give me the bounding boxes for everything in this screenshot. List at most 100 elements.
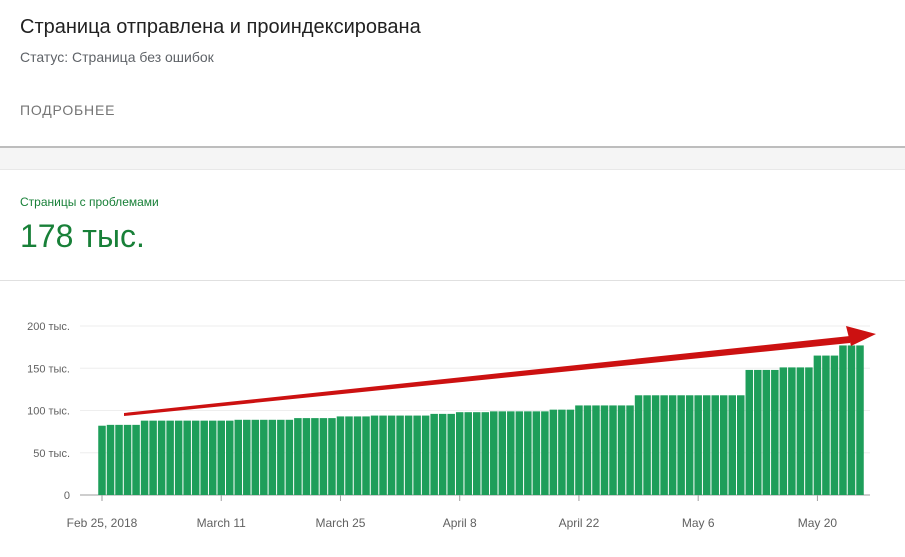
chart-bar <box>626 405 634 495</box>
chart-bar <box>490 411 498 495</box>
chart-bar <box>507 411 515 495</box>
trend-arrow-head <box>846 326 876 346</box>
chart-bar <box>685 395 694 495</box>
page-title: Страница отправлена и проиндексирована <box>20 16 421 38</box>
chart-bar <box>822 355 830 495</box>
chart-bar <box>677 395 685 495</box>
chart-bar <box>694 395 702 495</box>
chart-bar <box>208 420 217 495</box>
chart-bar <box>719 395 728 495</box>
chart-bar <box>643 395 651 495</box>
chart-bar <box>711 395 719 495</box>
chart-bar <box>140 420 149 495</box>
chart-bar <box>277 419 285 495</box>
chart-bar <box>634 395 643 495</box>
chart-bar <box>98 425 106 495</box>
chart-bar <box>447 413 455 495</box>
chart-bar <box>600 405 609 495</box>
chart-bar <box>498 411 507 495</box>
chart-bar <box>549 409 558 495</box>
status-text: Статус: Страница без ошибок <box>20 49 214 65</box>
chart-bar <box>370 415 379 495</box>
chart-bar <box>421 415 430 495</box>
chart-bar <box>660 395 668 495</box>
section-divider <box>0 146 905 170</box>
x-tick-label: March 25 <box>315 516 365 530</box>
chart-bar <box>234 419 243 495</box>
chart-bar <box>200 420 208 495</box>
chart-bar <box>217 420 225 495</box>
chart-bar <box>191 420 200 495</box>
chart-bar <box>481 412 490 495</box>
chart-bar <box>592 405 600 495</box>
chart-bar <box>404 415 413 495</box>
chart-bar <box>149 420 157 495</box>
details-button[interactable]: ПОДРОБНЕЕ <box>20 102 116 118</box>
chart-bar <box>396 415 404 495</box>
chart-bar <box>668 395 677 495</box>
chart-bar <box>183 420 191 495</box>
chart-bar <box>268 419 277 495</box>
chart-bar <box>328 418 336 495</box>
chart-bar <box>515 411 524 495</box>
chart-bar <box>702 395 711 495</box>
chart-bar <box>541 411 549 495</box>
chart-bar <box>813 355 822 495</box>
chart-bar <box>609 405 617 495</box>
x-tick-label: April 8 <box>443 516 477 530</box>
x-tick-label: March 11 <box>197 516 246 530</box>
chart-bar <box>839 345 847 495</box>
chart-bar <box>464 412 472 495</box>
chart-bar <box>779 367 788 495</box>
chart-bar <box>311 418 319 495</box>
chart-bar <box>762 369 771 495</box>
chart-bar <box>575 405 583 495</box>
x-tick-label: May 20 <box>798 516 838 530</box>
metric-label[interactable]: Страницы с проблемами <box>20 195 159 209</box>
y-tick-label: 100 тыс. <box>27 406 70 418</box>
chart-bar <box>243 419 251 495</box>
chart-bar <box>319 418 328 495</box>
chart-bar <box>788 367 796 495</box>
y-tick-label: 0 <box>64 490 70 502</box>
chart-bar <box>583 405 592 495</box>
chart-bar <box>174 420 183 495</box>
y-tick-label: 150 тыс. <box>27 363 70 375</box>
chart-bar <box>115 424 123 495</box>
chart-bar <box>123 424 132 495</box>
chart-bar <box>472 412 481 495</box>
chart-bar <box>413 415 421 495</box>
chart-bar <box>157 420 166 495</box>
chart-bar <box>302 418 311 495</box>
chart-bar <box>745 369 754 495</box>
chart-bar <box>455 412 464 495</box>
chart-bar <box>387 415 396 495</box>
chart-bar <box>856 345 864 495</box>
chart-bar <box>225 420 234 495</box>
chart-bar <box>754 369 762 495</box>
chart-bar <box>285 419 294 495</box>
chart-bar <box>106 424 115 495</box>
chart-bar <box>617 405 626 495</box>
chart-bar <box>737 395 745 495</box>
chart-bar <box>558 409 566 495</box>
chart-bar <box>532 411 541 495</box>
trend-arrow-line <box>124 336 850 416</box>
chart-bar <box>260 419 268 495</box>
chart-bar <box>524 411 532 495</box>
status-card: Страница отправлена и проиндексирована С… <box>0 0 905 146</box>
x-tick-label: April 22 <box>559 516 600 530</box>
metric-divider <box>0 280 905 281</box>
chart-bar <box>566 409 575 495</box>
chart-bar <box>132 424 140 495</box>
chart-bar <box>166 420 174 495</box>
y-tick-label: 50 тыс. <box>33 448 70 460</box>
chart-bar <box>379 415 387 495</box>
y-tick-label: 200 тыс. <box>27 321 70 333</box>
chart-bar <box>336 416 345 495</box>
x-tick-label: Feb 25, 2018 <box>67 516 138 530</box>
chart-bar <box>847 345 856 495</box>
chart-bar <box>830 355 839 495</box>
chart-bar <box>345 416 353 495</box>
chart-bar <box>805 367 813 495</box>
